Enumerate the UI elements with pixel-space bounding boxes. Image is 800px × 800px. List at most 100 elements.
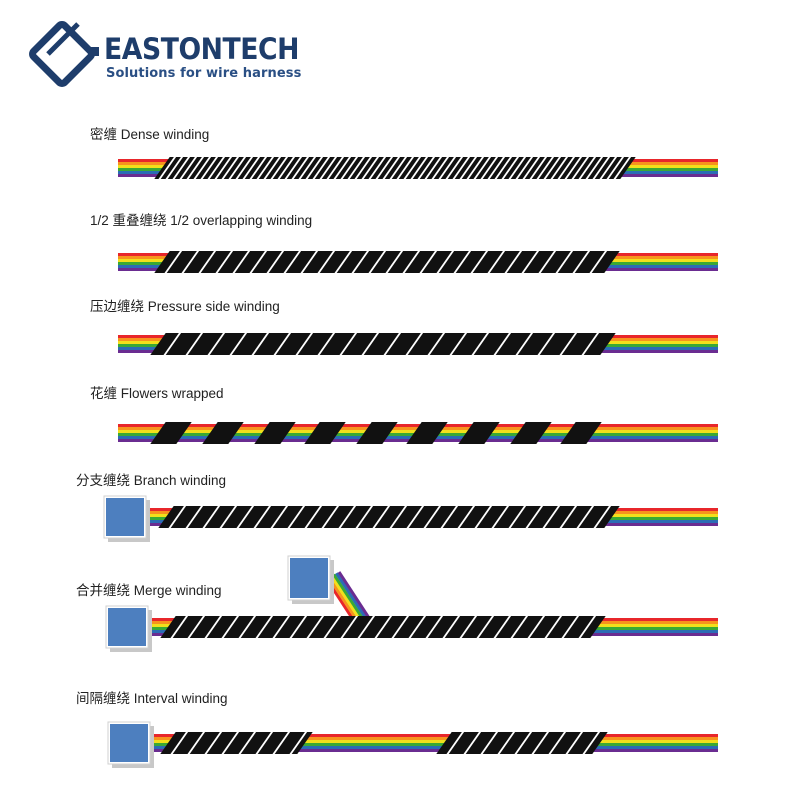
tape-edge-line <box>229 333 248 355</box>
tape-edge-line <box>185 506 204 528</box>
connector-face <box>108 608 146 646</box>
flower-tape-block <box>356 422 398 444</box>
tape-edge-line <box>391 616 410 638</box>
tape-edge-line <box>338 506 357 528</box>
label-dense-winding: 密缠 Dense winding <box>90 127 210 142</box>
tape-edge-line <box>361 157 380 179</box>
label-interval-winding: 间隔缠绕 Interval winding <box>76 691 228 706</box>
tape-edge-line <box>565 732 584 754</box>
tape-edge-line <box>323 616 342 638</box>
tape-edge-line <box>287 506 306 528</box>
tape-edge-line <box>249 157 268 179</box>
tape-edge-line <box>351 251 370 273</box>
tape-edge-line <box>249 251 268 273</box>
tape-edge-line <box>536 157 555 179</box>
tape-band <box>160 732 313 754</box>
tape-edge-line <box>445 157 464 179</box>
tape-edge-line <box>442 616 461 638</box>
tape-edge-line <box>158 157 177 179</box>
wire-stripe <box>332 573 366 622</box>
tape-edge-line <box>515 333 534 355</box>
tape-edge-line <box>487 251 506 273</box>
tape-edge-line <box>170 732 189 754</box>
tape-edge-line <box>542 506 561 528</box>
tape-edge-line <box>453 251 472 273</box>
tape-edge-line <box>186 157 205 179</box>
tape-edge-line <box>272 732 291 754</box>
tape-edge-line <box>473 157 492 179</box>
tape-edge-line <box>582 732 601 754</box>
tape-edge-line <box>508 506 527 528</box>
tape-edge-line <box>368 157 387 179</box>
tape-edge-line <box>424 157 443 179</box>
tape-edge-line <box>221 616 240 638</box>
tape-band <box>154 157 636 179</box>
tape-edge-line <box>538 251 557 273</box>
wire-interval <box>150 734 718 752</box>
tape-edge-line <box>427 333 446 355</box>
tape-edge-line <box>306 616 325 638</box>
tape-edge-line <box>326 157 345 179</box>
tape-edge-line <box>419 251 438 273</box>
flower-tape-block <box>304 422 346 444</box>
tape-edge-line <box>564 157 583 179</box>
tape-edge-line <box>550 157 569 179</box>
tape-branch <box>158 506 620 528</box>
tape-edge-line <box>449 333 468 355</box>
tape-edge-line <box>522 157 541 179</box>
tape-edge-line <box>207 157 226 179</box>
tape-edge-line <box>599 157 618 179</box>
tape-edge-line <box>525 506 544 528</box>
tape-edge-line <box>515 157 534 179</box>
tape-edge-line <box>585 157 604 179</box>
tape-edge-line <box>374 616 393 638</box>
tape-edge-line <box>291 157 310 179</box>
tape-edge-line <box>438 157 457 179</box>
tape-edge-line <box>284 157 303 179</box>
tape-edge-line <box>375 157 394 179</box>
tape-edge-line <box>593 506 612 528</box>
connector-merge-branch <box>287 555 334 604</box>
tape-edge-line <box>263 157 282 179</box>
tape-edge-line <box>204 616 223 638</box>
tape-edge-line <box>357 616 376 638</box>
tape-edge-line <box>170 616 189 638</box>
tape-edge-line <box>339 333 358 355</box>
tape-edge-line <box>255 616 274 638</box>
tape-edge-line <box>559 506 578 528</box>
tape-edge-line <box>559 333 578 355</box>
wire-stripe <box>150 743 718 746</box>
tape-edge-line <box>405 333 424 355</box>
flower-tape-block <box>202 422 244 444</box>
tape-edge-line <box>389 157 408 179</box>
tape-edge-line <box>214 157 233 179</box>
tape-interval-2 <box>436 732 608 754</box>
tape-edge-line <box>242 157 261 179</box>
connector-merge-main <box>105 605 152 652</box>
tape-edge-line <box>228 157 247 179</box>
tape-edge-line <box>452 157 471 179</box>
tape-edge-line <box>423 506 442 528</box>
tape-edge-line <box>501 157 520 179</box>
wire-stripe <box>150 749 718 752</box>
tape-band <box>436 732 608 754</box>
tape-edge-line <box>514 732 533 754</box>
tape-edge-line <box>396 157 415 179</box>
tape-edge-line <box>221 157 240 179</box>
tape-edge-line <box>340 616 359 638</box>
tape-flowers <box>150 422 602 444</box>
tape-edge-line <box>238 616 257 638</box>
tape-edge-line <box>232 251 251 273</box>
tape-edge-line <box>403 157 422 179</box>
tape-edge-line <box>463 732 482 754</box>
flower-tape-block <box>150 422 192 444</box>
tape-edge-line <box>402 251 421 273</box>
connector-face <box>290 558 328 598</box>
tape-edge-line <box>347 157 366 179</box>
tape-edge-line <box>270 157 289 179</box>
tape-edge-line <box>266 251 285 273</box>
tape-edge-line <box>572 251 591 273</box>
tape-edge-line <box>361 333 380 355</box>
tape-edge-line <box>236 506 255 528</box>
tape-edge-line <box>497 732 516 754</box>
